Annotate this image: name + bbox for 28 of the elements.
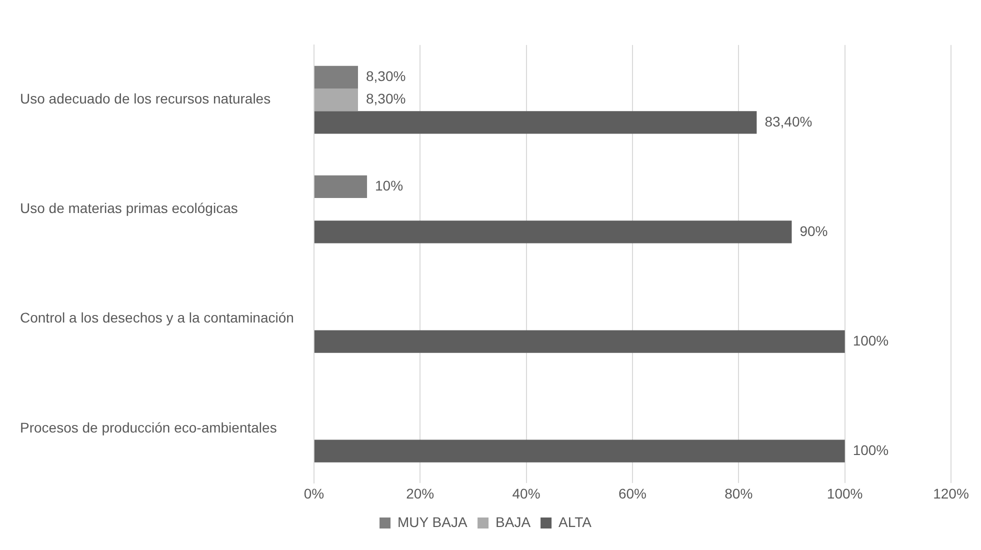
bar: [314, 66, 358, 88]
data-label: 8,30%: [366, 90, 406, 107]
x-tick-label: 80%: [724, 485, 753, 502]
x-tick-label: 0%: [304, 485, 324, 502]
y-tick-label: Uso adecuado de los recursos naturales: [20, 90, 271, 107]
bar: [314, 220, 792, 244]
x-tick-label: 100%: [826, 485, 863, 502]
legend-label: MUY BAJA: [398, 514, 468, 530]
bar: [314, 440, 845, 462]
x-tick-label: 120%: [933, 485, 969, 502]
y-tick-label: Procesos de producción eco-ambientales: [20, 419, 277, 436]
legend-label: ALTA: [558, 514, 592, 530]
bar: [314, 175, 368, 198]
y-tick-label: Control a los desechos y a la contaminación: [20, 310, 294, 326]
bar: [314, 88, 358, 112]
data-label: 90%: [800, 222, 828, 239]
data-label: 100%: [852, 332, 889, 348]
legend-label: BAJA: [496, 514, 532, 530]
x-tick-label: 60%: [618, 485, 646, 502]
x-tick-label: 40%: [512, 485, 540, 502]
bar: [314, 111, 757, 134]
bar: [314, 330, 845, 353]
x-tick-label: 20%: [406, 485, 434, 502]
data-label: 10%: [375, 178, 404, 194]
y-tick-label: Uso de materias primas ecológicas: [20, 200, 238, 216]
data-label: 100%: [852, 442, 889, 458]
data-label: 83,40%: [764, 113, 812, 130]
data-label: 8,30%: [366, 68, 406, 84]
